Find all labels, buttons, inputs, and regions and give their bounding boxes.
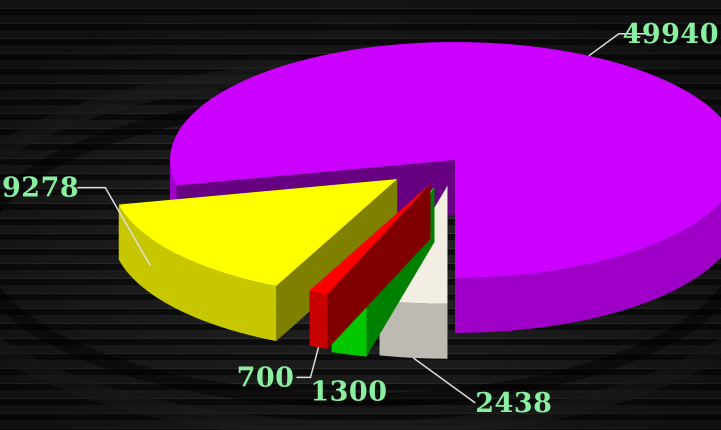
slice-rim — [118, 204, 277, 342]
leader-line — [296, 347, 320, 379]
slice-side-wall — [276, 179, 398, 342]
data-label-group: 1300 — [310, 377, 387, 408]
labels-layer: 49940 9278 700 1300 2438 — [2, 19, 719, 419]
pie-slice-700 — [309, 183, 431, 349]
leader-line — [412, 357, 476, 404]
data-label-1300: 1300 — [310, 377, 387, 408]
slice-side-wall — [327, 183, 431, 349]
data-label-700: 700 — [237, 362, 295, 393]
slice-top — [118, 179, 398, 287]
leader-line — [77, 186, 151, 267]
data-label-49940: 49940 — [623, 19, 719, 50]
data-label-group: 700 — [237, 347, 320, 393]
data-label-group: 9278 — [2, 173, 151, 267]
data-label-9278: 9278 — [2, 173, 79, 204]
pie-slice-9278 — [118, 179, 398, 342]
data-label-group: 2438 — [412, 357, 552, 419]
data-label-group: 49940 — [588, 19, 719, 57]
slices-layer — [118, 42, 721, 359]
slice-top — [309, 183, 431, 294]
slice-top — [170, 42, 721, 278]
slice-rim — [170, 160, 721, 333]
slice-rim — [379, 300, 448, 359]
slice-rim — [309, 290, 328, 349]
data-label-2438: 2438 — [475, 388, 552, 419]
leader-line — [588, 33, 647, 57]
